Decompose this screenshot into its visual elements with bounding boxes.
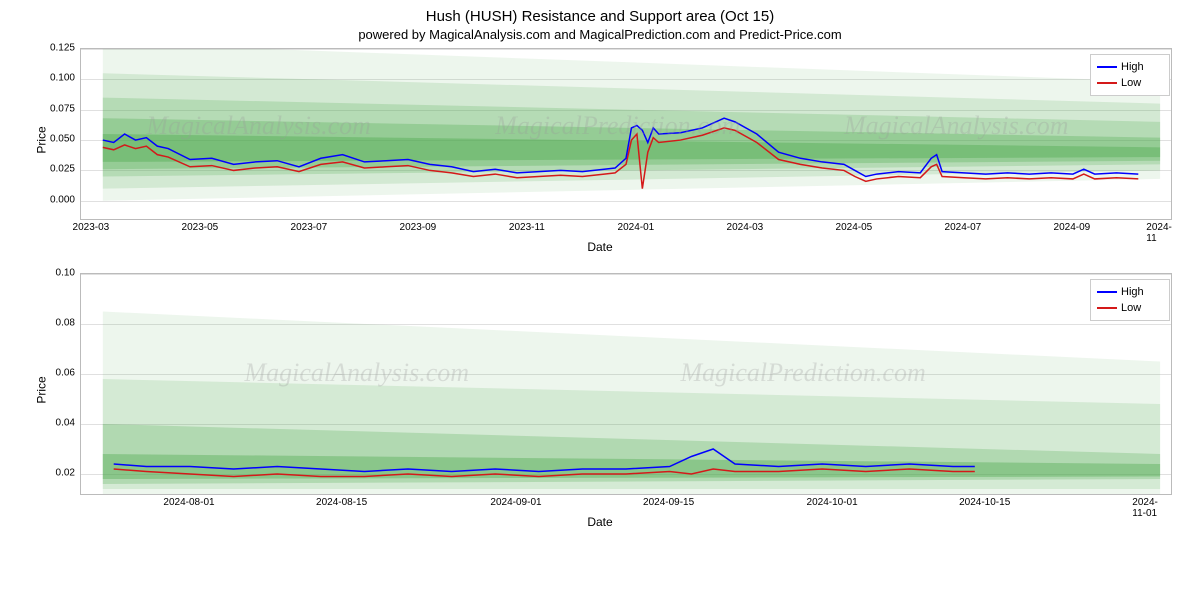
legend-label: High	[1121, 61, 1144, 73]
chart-container: Hush (HUSH) Resistance and Support area …	[0, 8, 1200, 543]
watermark: MagicalPrediction.com	[681, 358, 926, 388]
chart-subtitle: powered by MagicalAnalysis.com and Magic…	[0, 27, 1200, 42]
x-tick: 2024-10-15	[959, 497, 1010, 508]
x-tick: 2024-03	[727, 222, 764, 233]
legend-item: High	[1097, 284, 1163, 300]
y-tick: 0.025	[35, 164, 75, 175]
legend-item: Low	[1097, 75, 1163, 91]
watermark: MagicalAnalysis.com	[844, 111, 1069, 141]
legend-top: High Low	[1090, 54, 1170, 96]
x-tick: 2023-09	[400, 222, 437, 233]
legend-swatch	[1097, 291, 1117, 293]
x-tick: 2024-09-15	[643, 497, 694, 508]
x-tick: 2024-08-01	[163, 497, 214, 508]
x-tick: 2024-08-15	[316, 497, 367, 508]
y-tick: 0.08	[35, 318, 75, 329]
y-tick: 0.000	[35, 194, 75, 205]
legend-label: High	[1121, 286, 1144, 298]
x-tick: 2023-03	[73, 222, 110, 233]
watermark: MagicalPrediction.com	[495, 111, 740, 141]
y-tick: 0.125	[35, 43, 75, 54]
plot-area-top: MagicalAnalysis.com MagicalPrediction.com…	[80, 48, 1172, 220]
x-axis-label-top: Date	[587, 240, 612, 254]
legend-swatch	[1097, 66, 1117, 68]
plot-area-bottom: MagicalAnalysis.com MagicalPrediction.com	[80, 273, 1172, 495]
watermark: MagicalAnalysis.com	[245, 358, 470, 388]
chart-title: Hush (HUSH) Resistance and Support area …	[0, 8, 1200, 25]
y-tick: 0.04	[35, 418, 75, 429]
x-tick: 2024-05	[836, 222, 873, 233]
y-tick: 0.10	[35, 268, 75, 279]
x-tick: 2023-07	[291, 222, 328, 233]
y-tick: 0.02	[35, 468, 75, 479]
x-tick: 2024-09	[1054, 222, 1091, 233]
y-axis-label-bottom: Price	[35, 376, 49, 403]
chart-panel-bottom: MagicalAnalysis.com MagicalPrediction.com…	[20, 273, 1180, 543]
watermark: MagicalAnalysis.com	[146, 111, 371, 141]
x-tick: 2024-07	[945, 222, 982, 233]
x-tick: 2023-11	[509, 222, 545, 233]
x-tick: 2024-01	[618, 222, 655, 233]
y-tick: 0.050	[35, 134, 75, 145]
x-tick: 2024-09-01	[490, 497, 541, 508]
legend-label: Low	[1121, 302, 1141, 314]
x-tick: 2024-11	[1146, 222, 1172, 244]
legend-swatch	[1097, 82, 1117, 84]
chart-panel-top: MagicalAnalysis.com MagicalPrediction.com…	[20, 48, 1180, 263]
x-tick: 2023-05	[182, 222, 219, 233]
legend-item: Low	[1097, 300, 1163, 316]
y-tick: 0.075	[35, 103, 75, 114]
y-tick: 0.100	[35, 73, 75, 84]
x-tick: 2024-11-01	[1132, 497, 1164, 519]
legend-bottom: High Low	[1090, 279, 1170, 321]
x-axis-label-bottom: Date	[587, 515, 612, 529]
y-tick: 0.06	[35, 368, 75, 379]
legend-item: High	[1097, 59, 1163, 75]
legend-label: Low	[1121, 77, 1141, 89]
x-tick: 2024-10-01	[807, 497, 858, 508]
legend-swatch	[1097, 307, 1117, 309]
